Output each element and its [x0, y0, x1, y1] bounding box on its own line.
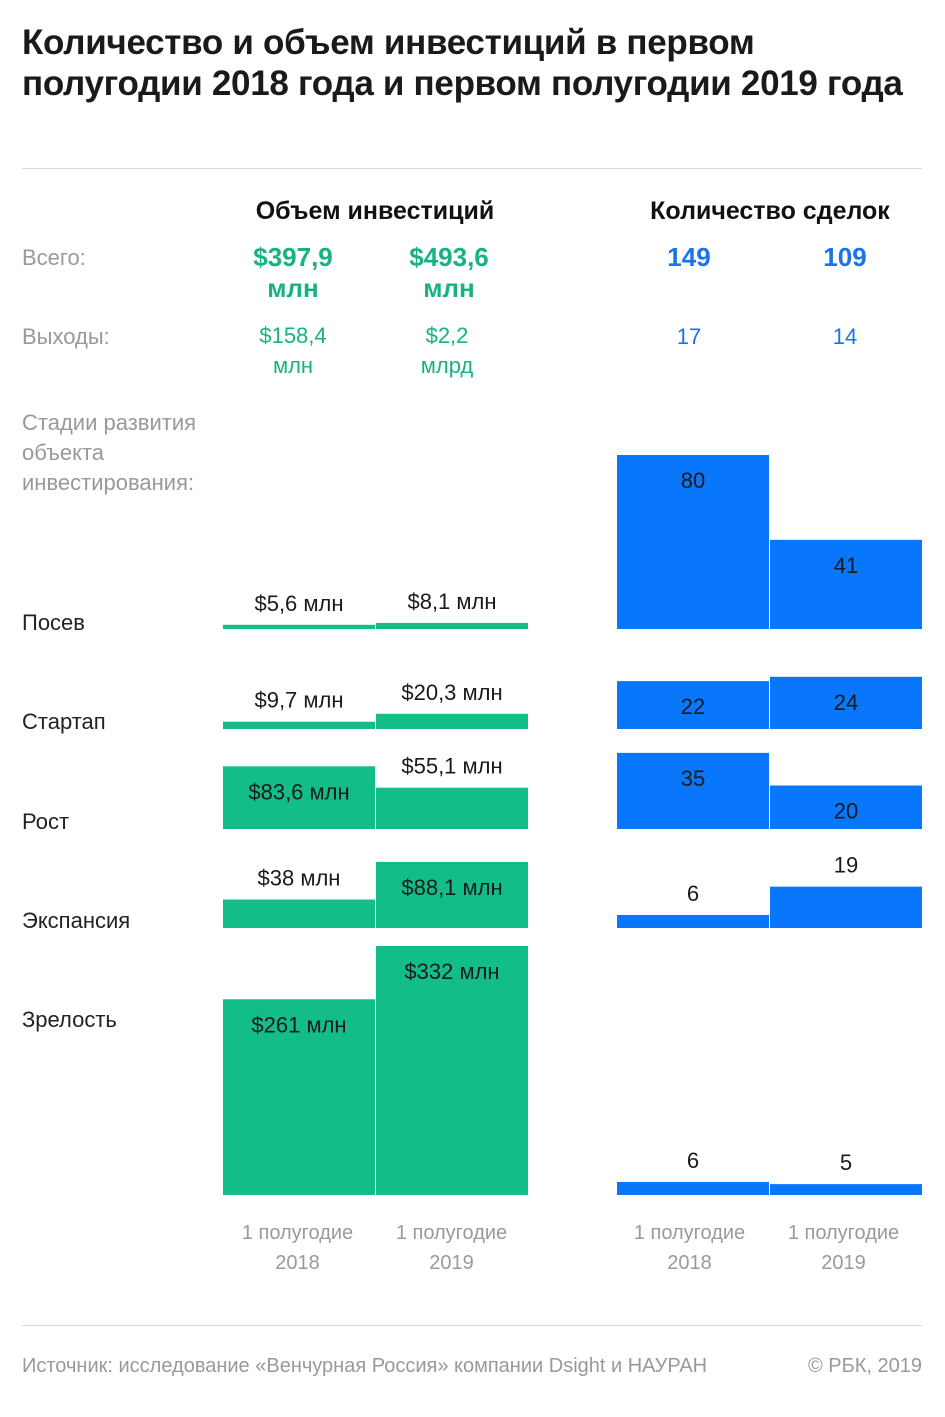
inv-value-label-startup-2019: $20,3 млн	[401, 680, 502, 705]
inv-value-label-startup-2018: $9,7 млн	[254, 688, 343, 713]
inv-bar-startup-2019	[376, 713, 528, 729]
deals-bar-expansion-2019	[770, 886, 922, 928]
exits-row-label: Выходы:	[22, 324, 110, 349]
stage-label-seed: Посев	[22, 610, 85, 635]
inv-bar-seed-2018	[223, 624, 375, 629]
deals-value-label-expansion-2018: 6	[687, 881, 699, 906]
inv-value-label-maturity-2019: $332 млн	[404, 959, 499, 984]
deals-value-label-startup-2019: 24	[834, 690, 858, 715]
x-label-inv-2019: 1 полугодие 2019	[395, 1222, 508, 1274]
deals-bar-maturity-2019	[770, 1184, 922, 1195]
x-label-deals-2018: 1 полугодие 2018	[633, 1222, 746, 1274]
inv-value-label-seed-2018: $5,6 млн	[254, 591, 343, 616]
investment-column-header: Объем инвестиций	[255, 197, 495, 225]
deals-value-label-growth-2018: 35	[681, 766, 705, 791]
deals-value-label-seed-2019: 41	[834, 553, 858, 578]
deals-bar-maturity-2018	[617, 1181, 769, 1195]
deals-bar-expansion-2018	[617, 914, 769, 928]
inv-bar-growth-2019	[376, 787, 528, 829]
deals-bar-seed-2019	[770, 539, 922, 629]
deals-value-label-seed-2018: 80	[681, 468, 705, 493]
exits-investment-2018: $158,4 млн	[259, 323, 327, 378]
exits-deals-2018: 17	[676, 324, 702, 349]
bottom-divider	[22, 1325, 922, 1326]
deals-column-header: Количество сделок	[650, 197, 890, 225]
exits-investment-2019: $2,2 млрд	[420, 323, 474, 378]
inv-value-label-seed-2019: $8,1 млн	[407, 589, 496, 614]
total-investment-2018: $397,9 млн	[253, 242, 333, 303]
inv-bar-expansion-2018	[223, 899, 375, 928]
deals-bar-seed-2018	[617, 455, 769, 629]
x-label-deals-2019: 1 полугодие 2019	[787, 1222, 900, 1274]
exits-deals-2019: 14	[832, 324, 858, 349]
inv-value-label-expansion-2018: $38 млн	[258, 866, 341, 891]
inv-bar-expansion-2019	[376, 861, 528, 928]
total-investment-2019: $493,6 млн	[409, 242, 489, 303]
total-deals-2018: 149	[667, 242, 711, 272]
top-divider	[22, 168, 922, 169]
deals-value-label-startup-2018: 22	[681, 694, 705, 719]
deals-bar-startup-2019	[770, 676, 922, 729]
inv-value-label-maturity-2018: $261 млн	[251, 1012, 346, 1037]
chart-title: Количество и объем инвестиций в первом п…	[22, 23, 903, 103]
inv-bar-seed-2019	[376, 622, 528, 629]
total-deals-2019: 109	[823, 242, 867, 272]
inv-value-label-expansion-2019: $88,1 млн	[401, 875, 502, 900]
stages-label: Стадии развития объекта инвестирования:	[22, 410, 197, 495]
inv-bar-maturity-2018	[223, 999, 375, 1195]
deals-value-label-maturity-2018: 6	[687, 1148, 699, 1173]
deals-bar-growth-2018	[617, 752, 769, 829]
copyright-note: © РБК, 2019	[807, 1355, 922, 1377]
deals-value-label-growth-2019: 20	[834, 799, 858, 824]
total-row-label: Всего:	[22, 245, 86, 270]
x-label-inv-2018: 1 полугодие 2018	[241, 1222, 354, 1274]
stage-label-growth: Рост	[22, 809, 70, 834]
deals-value-label-maturity-2019: 5	[840, 1150, 852, 1175]
deals-bar-startup-2018	[617, 681, 769, 729]
inv-bar-startup-2018	[223, 721, 375, 729]
inv-value-label-growth-2018: $83,6 млн	[248, 779, 349, 804]
inv-bar-maturity-2019	[376, 946, 528, 1195]
deals-bar-growth-2019	[770, 785, 922, 829]
inv-value-label-growth-2019: $55,1 млн	[401, 754, 502, 779]
deals-value-label-expansion-2019: 19	[834, 853, 858, 878]
stage-label-maturity: Зрелость	[22, 1007, 117, 1032]
stage-label-startup: Стартап	[22, 709, 106, 734]
inv-bar-growth-2018	[223, 766, 375, 829]
stage-label-expansion: Экспансия	[22, 908, 131, 933]
source-note: Источник: исследование «Венчурная Россия…	[22, 1355, 708, 1377]
